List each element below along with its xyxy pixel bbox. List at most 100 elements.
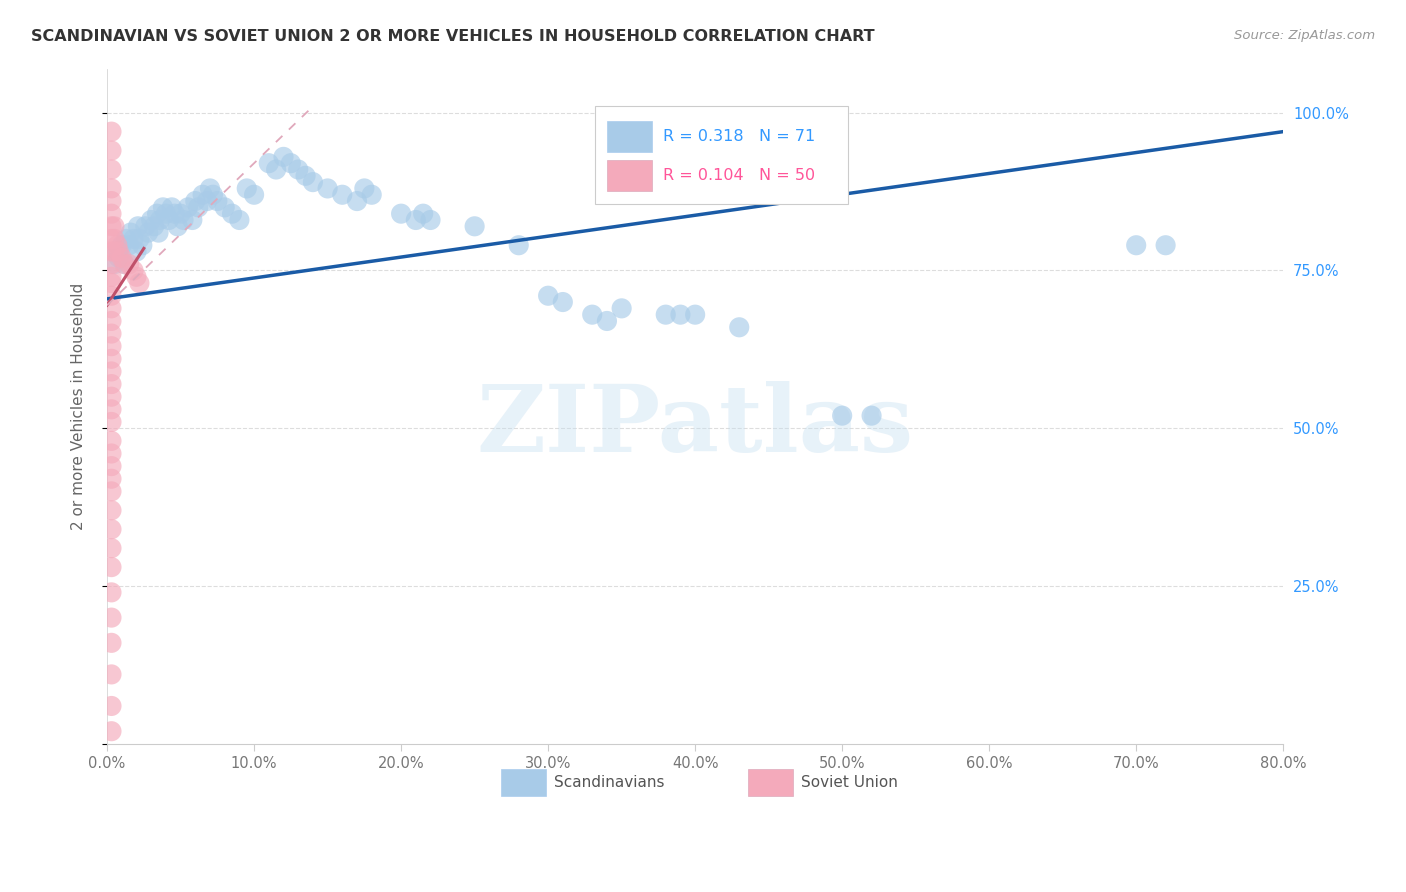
Point	[100, 522, 122, 536]
Point	[100, 459, 122, 474]
Point	[655, 308, 678, 322]
Point	[100, 503, 122, 517]
Point	[134, 219, 156, 234]
Point	[100, 232, 122, 246]
Point	[464, 219, 486, 234]
Point	[214, 200, 236, 214]
Point	[100, 434, 122, 448]
Point	[108, 251, 131, 265]
Text: SCANDINAVIAN VS SOVIET UNION 2 OR MORE VEHICLES IN HOUSEHOLD CORRELATION CHART: SCANDINAVIAN VS SOVIET UNION 2 OR MORE V…	[31, 29, 875, 45]
FancyBboxPatch shape	[748, 769, 793, 796]
Point	[405, 213, 427, 227]
Point	[100, 698, 122, 713]
Point	[100, 402, 122, 417]
Point	[100, 636, 122, 650]
Point	[187, 200, 209, 214]
Point	[100, 364, 122, 378]
FancyBboxPatch shape	[595, 105, 848, 203]
Point	[389, 207, 412, 221]
Point	[100, 276, 122, 290]
Point	[221, 207, 243, 221]
Text: Scandinavians: Scandinavians	[554, 775, 665, 789]
Text: R = 0.318   N = 71: R = 0.318 N = 71	[664, 129, 815, 145]
Point	[105, 244, 128, 259]
Point	[100, 610, 122, 624]
Y-axis label: 2 or more Vehicles in Household: 2 or more Vehicles in Household	[72, 283, 86, 530]
Point	[148, 226, 170, 240]
Point	[173, 213, 195, 227]
Point	[100, 560, 122, 574]
Point	[228, 213, 250, 227]
Point	[360, 187, 382, 202]
Point	[105, 238, 128, 252]
Point	[610, 301, 633, 316]
Point	[100, 472, 122, 486]
Point	[100, 269, 122, 284]
Point	[100, 446, 122, 460]
Point	[243, 187, 266, 202]
Point	[146, 207, 169, 221]
Point	[118, 257, 141, 271]
Point	[235, 181, 257, 195]
Point	[596, 314, 619, 328]
FancyBboxPatch shape	[607, 161, 651, 192]
Point	[184, 194, 207, 208]
FancyBboxPatch shape	[501, 769, 546, 796]
Text: Soviet Union: Soviet Union	[801, 775, 898, 789]
Point	[100, 667, 122, 681]
Point	[316, 181, 339, 195]
Point	[302, 175, 325, 189]
Point	[100, 541, 122, 556]
Point	[100, 314, 122, 328]
Point	[103, 232, 125, 246]
Point	[412, 207, 434, 221]
Point	[122, 232, 145, 246]
Point	[155, 207, 177, 221]
Point	[728, 320, 751, 334]
Text: R = 0.104   N = 50: R = 0.104 N = 50	[664, 169, 815, 184]
Point	[100, 377, 122, 392]
Point	[683, 308, 706, 322]
Point	[143, 219, 166, 234]
Text: Source: ZipAtlas.com: Source: ZipAtlas.com	[1234, 29, 1375, 43]
Point	[100, 181, 122, 195]
Point	[103, 219, 125, 234]
Point	[264, 162, 287, 177]
Point	[122, 263, 145, 277]
Point	[100, 144, 122, 158]
Point	[100, 724, 122, 739]
Point	[166, 219, 188, 234]
Point	[346, 194, 368, 208]
Point	[125, 244, 148, 259]
Point	[115, 232, 138, 246]
Point	[125, 269, 148, 284]
FancyBboxPatch shape	[607, 121, 651, 153]
Point	[100, 301, 122, 316]
Point	[257, 156, 280, 170]
Point	[120, 226, 142, 240]
Point	[100, 244, 122, 259]
Point	[1154, 238, 1177, 252]
Point	[111, 251, 134, 265]
Point	[669, 308, 692, 322]
Point	[191, 187, 214, 202]
Point	[100, 162, 122, 177]
Point	[207, 194, 229, 208]
Point	[103, 244, 125, 259]
Point	[201, 187, 224, 202]
Point	[100, 326, 122, 341]
Point	[419, 213, 441, 227]
Point	[100, 484, 122, 499]
Point	[118, 238, 141, 252]
Point	[330, 187, 353, 202]
Point	[100, 289, 122, 303]
Point	[860, 409, 883, 423]
Point	[127, 219, 149, 234]
Point	[831, 409, 853, 423]
Point	[537, 289, 560, 303]
Point	[103, 257, 125, 271]
Point	[100, 390, 122, 404]
Point	[100, 339, 122, 353]
Point	[128, 276, 150, 290]
Point	[152, 200, 174, 214]
